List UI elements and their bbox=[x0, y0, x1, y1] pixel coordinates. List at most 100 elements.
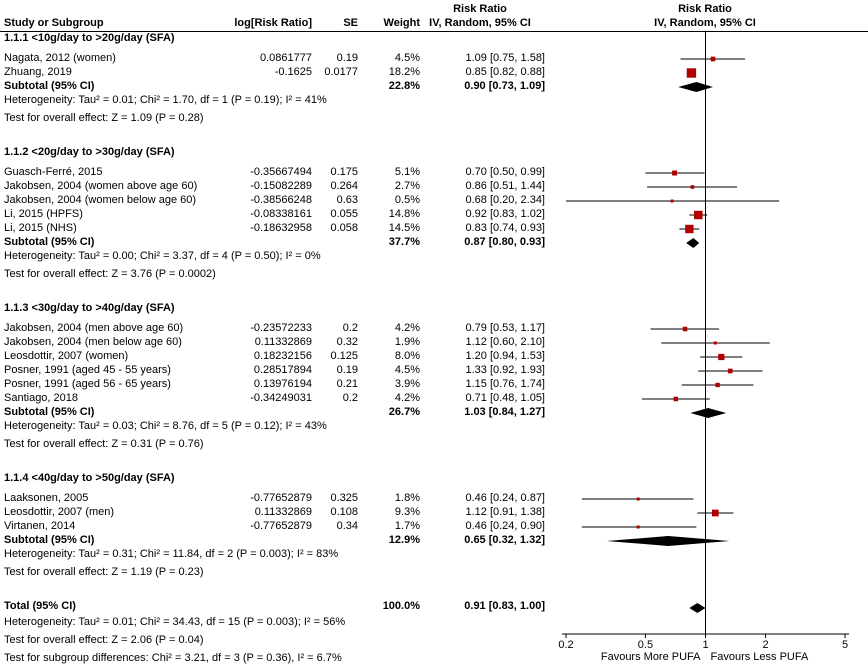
study-name: Posner, 1991 (aged 56 - 65 years) bbox=[4, 378, 171, 390]
weight-value: 14.8% bbox=[388, 208, 420, 220]
log-risk-ratio-value: -0.1625 bbox=[274, 66, 312, 78]
risk-ratio-ci-value: 1.15 [0.76, 1.74] bbox=[465, 378, 545, 390]
weight-value: 3.9% bbox=[394, 378, 420, 390]
risk-ratio-ci-value: 0.91 [0.83, 1.00] bbox=[464, 600, 545, 612]
row-stat: Heterogeneity: Tau² = 0.00; Chi² = 3.37,… bbox=[0, 250, 868, 268]
stat-label: Heterogeneity: Tau² = 0.03; Chi² = 8.76,… bbox=[4, 420, 327, 432]
log-risk-ratio-value: 0.13976194 bbox=[253, 378, 312, 390]
log-risk-ratio-value: 0.11332869 bbox=[254, 506, 312, 518]
log-risk-ratio-value: -0.77652879 bbox=[250, 520, 312, 532]
group-label: 1.1.2 <20g/day to >30g/day (SFA) bbox=[4, 146, 175, 158]
row-subtotal: Subtotal (95% CI) 37.7% 0.87 [0.80, 0.93] bbox=[0, 236, 868, 250]
log-risk-ratio-value: -0.34249031 bbox=[250, 392, 312, 404]
row-stat: Test for overall effect: Z = 2.06 (P = 0… bbox=[0, 634, 868, 652]
header-study-or-subgroup: Study or Subgroup bbox=[4, 17, 104, 29]
stat-label: Test for subgroup differences: Chi² = 3.… bbox=[4, 652, 342, 664]
group-label: 1.1.3 <30g/day to >40g/day (SFA) bbox=[4, 302, 175, 314]
row-group: 1.1.1 <10g/day to >20g/day (SFA) bbox=[0, 32, 868, 52]
row-study: Jakobsen, 2004 (men below age 60) 0.11332… bbox=[0, 336, 868, 350]
risk-ratio-ci-value: 0.68 [0.20, 2.34] bbox=[465, 194, 545, 206]
standard-error-value: 0.264 bbox=[330, 180, 358, 192]
weight-value: 14.5% bbox=[388, 222, 420, 234]
standard-error-value: 0.32 bbox=[336, 336, 358, 348]
subtotal-label: Subtotal (95% CI) bbox=[4, 534, 95, 546]
risk-ratio-ci-value: 1.20 [0.94, 1.53] bbox=[465, 350, 545, 362]
weight-value: 9.3% bbox=[394, 506, 420, 518]
row-study: Leosdottir, 2007 (men) 0.11332869 0.108 9.3… bbox=[0, 506, 868, 520]
risk-ratio-ci-value: 0.90 [0.73, 1.09] bbox=[464, 80, 545, 92]
risk-ratio-ci-value: 0.71 [0.48, 1.05] bbox=[465, 392, 545, 404]
group-label: 1.1.4 <40g/day to >50g/day (SFA) bbox=[4, 472, 175, 484]
row-study: Santiago, 2018 -0.34249031 0.2 4.2% 0.71 [0.… bbox=[0, 392, 868, 406]
weight-value: 100.0% bbox=[382, 600, 420, 612]
header-ci-method-text-column: IV, Random, 95% CI bbox=[429, 17, 531, 29]
log-risk-ratio-value: 0.11332869 bbox=[254, 336, 312, 348]
risk-ratio-ci-value: 0.85 [0.82, 0.88] bbox=[465, 66, 545, 78]
total-label: Total (95% CI) bbox=[4, 600, 76, 612]
weight-value: 1.7% bbox=[394, 520, 420, 532]
row-study: Zhuang, 2019 -0.1625 0.0177 18.2% 0.85 [0.82… bbox=[0, 66, 868, 80]
row-study: Jakobsen, 2004 (women below age 60) -0.38… bbox=[0, 194, 868, 208]
header-effect-measure-text-column: Risk Ratio bbox=[453, 3, 507, 15]
study-name: Guasch-Ferré, 2015 bbox=[4, 166, 103, 178]
header-ci-method-plot-column: IV, Random, 95% CI bbox=[654, 17, 756, 29]
row-group: 1.1.2 <20g/day to >30g/day (SFA) bbox=[0, 146, 868, 166]
row-stat: Heterogeneity: Tau² = 0.01; Chi² = 1.70,… bbox=[0, 94, 868, 112]
weight-value: 1.9% bbox=[394, 336, 420, 348]
header-se: SE bbox=[343, 17, 358, 29]
log-risk-ratio-value: -0.15082289 bbox=[250, 180, 312, 192]
row-study: Nagata, 2012 (women) 0.0861777 0.19 4.5% 1.0… bbox=[0, 52, 868, 66]
row-stat: Test for overall effect: Z = 3.76 (P = 0… bbox=[0, 268, 868, 286]
row-stat: Test for subgroup differences: Chi² = 3.… bbox=[0, 652, 868, 670]
weight-value: 37.7% bbox=[388, 236, 420, 248]
risk-ratio-ci-value: 0.86 [0.51, 1.44] bbox=[465, 180, 545, 192]
log-risk-ratio-value: -0.23572233 bbox=[250, 322, 312, 334]
row-stat: Test for overall effect: Z = 1.19 (P = 0… bbox=[0, 566, 868, 584]
study-name: Jakobsen, 2004 (women below age 60) bbox=[4, 194, 197, 206]
weight-value: 4.5% bbox=[394, 52, 420, 64]
standard-error-value: 0.19 bbox=[336, 52, 358, 64]
header-divider bbox=[0, 31, 868, 32]
risk-ratio-ci-value: 0.46 [0.24, 0.90] bbox=[465, 520, 545, 532]
row-stat: Heterogeneity: Tau² = 0.03; Chi² = 8.76,… bbox=[0, 420, 868, 438]
row-subtotal: Subtotal (95% CI) 26.7% 1.03 [0.84, 1.27] bbox=[0, 406, 868, 420]
standard-error-value: 0.055 bbox=[330, 208, 358, 220]
row-study: Virtanen, 2014 -0.77652879 0.34 1.7% 0.46 [0… bbox=[0, 520, 868, 534]
weight-value: 0.5% bbox=[394, 194, 420, 206]
risk-ratio-ci-value: 0.83 [0.74, 0.93] bbox=[465, 222, 545, 234]
group-label: 1.1.1 <10g/day to >20g/day (SFA) bbox=[4, 32, 175, 44]
row-group: 1.1.4 <40g/day to >50g/day (SFA) bbox=[0, 472, 868, 492]
subtotal-label: Subtotal (95% CI) bbox=[4, 236, 95, 248]
weight-value: 2.7% bbox=[394, 180, 420, 192]
row-study: Li, 2015 (HPFS) -0.08338161 0.055 14.8% 0.92… bbox=[0, 208, 868, 222]
standard-error-value: 0.21 bbox=[336, 378, 358, 390]
weight-value: 22.8% bbox=[388, 80, 420, 92]
row-study: Leosdottir, 2007 (women) 0.18232156 0.125 8… bbox=[0, 350, 868, 364]
stat-label: Test for overall effect: Z = 2.06 (P = 0… bbox=[4, 634, 204, 646]
row-study: Posner, 1991 (aged 56 - 65 years) 0.13976… bbox=[0, 378, 868, 392]
study-name: Li, 2015 (NHS) bbox=[4, 222, 77, 234]
row-group: 1.1.3 <30g/day to >40g/day (SFA) bbox=[0, 302, 868, 322]
risk-ratio-ci-value: 1.03 [0.84, 1.27] bbox=[464, 406, 545, 418]
risk-ratio-ci-value: 0.46 [0.24, 0.87] bbox=[465, 492, 545, 504]
weight-value: 5.1% bbox=[394, 166, 420, 178]
weight-value: 4.5% bbox=[394, 364, 420, 376]
row-study: Li, 2015 (NHS) -0.18632958 0.058 14.5% 0.83 … bbox=[0, 222, 868, 236]
weight-value: 8.0% bbox=[394, 350, 420, 362]
header-weight: Weight bbox=[383, 17, 420, 29]
log-risk-ratio-value: 0.28517894 bbox=[253, 364, 312, 376]
standard-error-value: 0.0177 bbox=[324, 66, 358, 78]
row-total: Total (95% CI) 100.0% 0.91 [0.83, 1.00] bbox=[0, 600, 868, 616]
study-name: Santiago, 2018 bbox=[4, 392, 79, 404]
log-risk-ratio-value: 0.0861777 bbox=[260, 52, 312, 64]
stat-label: Test for overall effect: Z = 0.31 (P = 0… bbox=[4, 438, 204, 450]
subtotal-label: Subtotal (95% CI) bbox=[4, 406, 95, 418]
weight-value: 18.2% bbox=[388, 66, 420, 78]
risk-ratio-ci-value: 1.12 [0.91, 1.38] bbox=[465, 506, 545, 518]
stat-label: Test for overall effect: Z = 1.19 (P = 0… bbox=[4, 566, 204, 578]
risk-ratio-ci-value: 0.87 [0.80, 0.93] bbox=[464, 236, 545, 248]
standard-error-value: 0.2 bbox=[342, 392, 358, 404]
row-subtotal: Subtotal (95% CI) 12.9% 0.65 [0.32, 1.32] bbox=[0, 534, 868, 548]
standard-error-value: 0.125 bbox=[330, 350, 358, 362]
